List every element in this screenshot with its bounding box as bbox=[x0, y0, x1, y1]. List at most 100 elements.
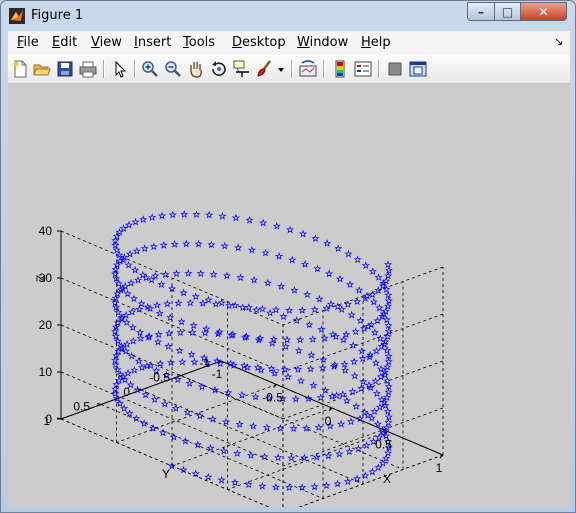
data-point bbox=[183, 408, 192, 416]
data-point bbox=[215, 327, 224, 336]
data-point bbox=[328, 330, 337, 339]
data-point bbox=[261, 248, 270, 257]
menu-dock-arrow-icon[interactable]: ↘ bbox=[554, 35, 564, 48]
data-point bbox=[213, 356, 222, 365]
grid-line-side-z bbox=[282, 266, 444, 326]
data-point bbox=[111, 356, 120, 364]
figure-canvas[interactable]: -1 -0.5 0 0.5 1 -1 -0.5 0 0.5 1 0 10 20 30 40 X Y Z bbox=[8, 84, 570, 507]
y-tick-mark bbox=[176, 374, 182, 376]
y-tick-label: 1 bbox=[43, 414, 50, 428]
data-point bbox=[315, 294, 324, 303]
print-icon[interactable] bbox=[79, 60, 97, 78]
zoom-out-icon[interactable] bbox=[164, 60, 182, 78]
open-file-icon[interactable] bbox=[33, 60, 51, 78]
data-point bbox=[119, 255, 128, 264]
menu-insert[interactable]: Insert bbox=[134, 35, 172, 50]
data-point bbox=[383, 362, 392, 371]
grid-line-wall-z bbox=[60, 418, 270, 507]
data-point bbox=[155, 308, 164, 317]
menu-file[interactable]: File bbox=[17, 35, 39, 50]
data-point bbox=[372, 389, 381, 398]
data-point bbox=[112, 380, 121, 389]
data-point bbox=[138, 270, 147, 279]
data-point bbox=[151, 271, 160, 280]
data-point bbox=[337, 419, 346, 428]
data-point bbox=[111, 303, 121, 311]
menu-view[interactable]: View bbox=[91, 35, 122, 50]
pointer-icon[interactable] bbox=[111, 60, 129, 78]
minimize-button[interactable]: – bbox=[467, 2, 495, 21]
data-point bbox=[195, 411, 204, 420]
zoom-in-icon[interactable] bbox=[141, 60, 159, 78]
data-point bbox=[381, 307, 390, 315]
brush-dropdown-icon[interactable] bbox=[276, 60, 286, 78]
data-point bbox=[354, 444, 363, 453]
y-tick-label: 0.5 bbox=[73, 400, 90, 414]
insert-legend-icon[interactable] bbox=[354, 60, 372, 78]
brush-icon[interactable] bbox=[256, 60, 274, 78]
data-point bbox=[310, 305, 319, 314]
figure-client-area: File Edit View Insert Tools Desktop Wind… bbox=[8, 31, 570, 507]
hide-plot-tools-icon[interactable] bbox=[386, 60, 404, 78]
save-icon[interactable] bbox=[56, 60, 74, 78]
data-point bbox=[242, 332, 251, 341]
data-point bbox=[360, 407, 369, 416]
data-point bbox=[320, 333, 329, 342]
x-tick-label: 0 bbox=[325, 414, 332, 428]
x-tick-mark bbox=[273, 384, 277, 388]
menu-desktop[interactable]: Desktop bbox=[232, 35, 286, 50]
data-point bbox=[113, 289, 122, 298]
menu-bar: File Edit View Insert Tools Desktop Wind… bbox=[8, 31, 570, 55]
data-point bbox=[157, 211, 167, 220]
data-point bbox=[384, 271, 393, 280]
data-point bbox=[245, 215, 254, 224]
data-point bbox=[352, 402, 361, 410]
data-point bbox=[373, 419, 382, 428]
data-point bbox=[111, 269, 120, 278]
data-point bbox=[207, 240, 216, 249]
data-point bbox=[280, 365, 289, 373]
menu-tools[interactable]: Tools bbox=[183, 35, 216, 50]
maximize-button[interactable]: □ bbox=[494, 2, 521, 21]
close-button[interactable]: ✕ bbox=[520, 2, 567, 21]
new-figure-icon[interactable] bbox=[11, 60, 29, 78]
title-bar[interactable]: Figure 1 – □ ✕ bbox=[1, 1, 575, 31]
data-point bbox=[375, 433, 384, 441]
menu-edit[interactable]: Edit bbox=[52, 35, 78, 50]
data-point bbox=[307, 350, 316, 359]
data-point bbox=[127, 351, 136, 360]
axes-grid bbox=[60, 230, 444, 507]
data-point bbox=[233, 449, 242, 457]
data-point bbox=[263, 278, 272, 287]
data-point bbox=[272, 221, 281, 230]
data-point bbox=[342, 330, 351, 338]
data-point bbox=[192, 210, 201, 218]
y-tick-label: 0 bbox=[123, 385, 130, 399]
data-point bbox=[204, 295, 213, 304]
data-point bbox=[369, 297, 378, 306]
data-point bbox=[238, 303, 247, 312]
link-plot-icon[interactable] bbox=[299, 60, 317, 78]
data-point bbox=[290, 286, 299, 294]
data-point bbox=[384, 290, 393, 299]
data-point bbox=[298, 306, 307, 314]
data-point bbox=[330, 360, 339, 369]
data-cursor-icon[interactable] bbox=[233, 60, 251, 78]
data-point bbox=[115, 399, 124, 407]
data-point bbox=[293, 365, 303, 373]
pan-icon[interactable] bbox=[187, 60, 205, 78]
data-point bbox=[377, 342, 386, 351]
menu-help[interactable]: Help bbox=[361, 35, 391, 50]
insert-colorbar-icon[interactable] bbox=[331, 60, 349, 78]
data-point bbox=[381, 431, 391, 440]
data-point bbox=[268, 338, 277, 347]
data-point bbox=[121, 346, 130, 355]
data-point bbox=[384, 327, 393, 335]
rotate-3d-icon[interactable] bbox=[210, 60, 228, 78]
show-plot-tools-icon[interactable] bbox=[409, 60, 427, 78]
data-point bbox=[225, 301, 234, 310]
data-point bbox=[312, 452, 321, 461]
data-point bbox=[191, 469, 200, 478]
menu-window[interactable]: Window bbox=[297, 35, 349, 50]
